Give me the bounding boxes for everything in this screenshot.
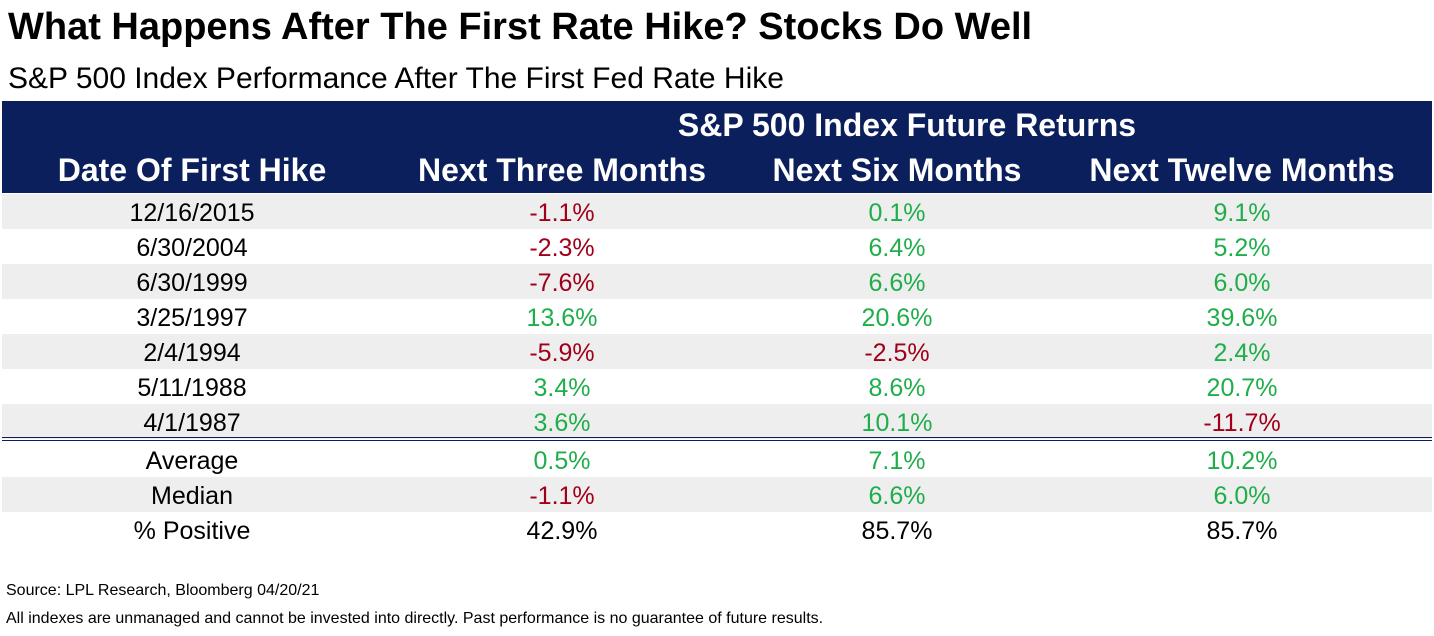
twelve-month-cell: 85.7% <box>1206 517 1278 545</box>
table-row: 2/4/1994 -5.9% -2.5% 2.4% <box>2 334 1432 369</box>
summary-separator-bottom <box>2 440 1432 441</box>
three-month-cell: 3.4% <box>533 374 591 402</box>
three-month-cell: -1.1% <box>529 482 595 510</box>
six-month-cell: 6.6% <box>868 482 926 510</box>
column-header-three-months: Next Three Months <box>417 152 707 188</box>
source-note: Source: LPL Research, Bloomberg 04/20/21 <box>6 582 320 599</box>
six-month-cell: -2.5% <box>864 339 930 367</box>
data-rows: 12/16/2015 -1.1% 0.1% 9.1% 6/30/2004 -2.3% 6.4… <box>2 194 1432 439</box>
table-row: 5/11/1988 3.4% 8.6% 20.7% <box>2 369 1432 404</box>
date-cell: 12/16/2015 <box>129 199 255 227</box>
twelve-month-cell: 5.2% <box>1213 234 1271 262</box>
six-month-cell: 6.6% <box>868 269 926 297</box>
table-row: 3/25/1997 13.6% 20.6% 39.6% <box>2 299 1432 334</box>
table-header: S&P 500 Index Future Returns Date Of Fir… <box>2 101 1432 193</box>
six-month-cell: 85.7% <box>861 517 933 545</box>
three-month-cell: 13.6% <box>526 304 598 332</box>
three-month-cell: 42.9% <box>526 517 598 545</box>
twelve-month-cell: -11.7% <box>1203 409 1281 437</box>
date-cell: 2/4/1994 <box>143 339 241 367</box>
twelve-month-cell: 10.2% <box>1206 447 1278 475</box>
six-month-cell: 0.1% <box>868 199 926 227</box>
date-cell: Median <box>151 482 233 510</box>
column-header-twelve-months: Next Twelve Months <box>1089 152 1395 188</box>
date-cell: 6/30/1999 <box>136 269 248 297</box>
twelve-month-cell: 2.4% <box>1213 339 1271 367</box>
summary-row: % Positive 42.9% 85.7% 85.7% <box>2 512 1432 547</box>
page-title: What Happens After The First Rate Hike? … <box>8 6 1033 48</box>
date-cell: Average <box>145 447 239 475</box>
three-month-cell: -5.9% <box>529 339 595 367</box>
date-cell: 5/11/1988 <box>137 374 247 402</box>
twelve-month-cell: 20.7% <box>1206 374 1278 402</box>
table-row: 4/1/1987 3.6% 10.1% -11.7% <box>2 404 1432 439</box>
summary-separator-top <box>2 437 1432 438</box>
date-cell: 6/30/2004 <box>136 234 248 262</box>
twelve-month-cell: 9.1% <box>1213 199 1271 227</box>
column-header-six-months: Next Six Months <box>772 152 1022 188</box>
three-month-cell: 0.5% <box>533 447 591 475</box>
date-cell: % Positive <box>133 517 251 545</box>
three-month-cell: -1.1% <box>529 199 595 227</box>
six-month-cell: 10.1% <box>861 409 933 437</box>
table-row: 6/30/1999 -7.6% 6.6% 6.0% <box>2 264 1432 299</box>
six-month-cell: 20.6% <box>861 304 933 332</box>
twelve-month-cell: 39.6% <box>1206 304 1278 332</box>
three-month-cell: -2.3% <box>529 234 595 262</box>
group-header: S&P 500 Index Future Returns <box>677 107 1137 143</box>
three-month-cell: 3.6% <box>533 409 591 437</box>
table-row: 12/16/2015 -1.1% 0.1% 9.1% <box>2 194 1432 229</box>
summary-row: Median -1.1% 6.6% 6.0% <box>2 477 1432 512</box>
six-month-cell: 6.4% <box>868 234 926 262</box>
table-row: 6/30/2004 -2.3% 6.4% 5.2% <box>2 229 1432 264</box>
summary-rows: Average 0.5% 7.1% 10.2% Median -1.1% 6.6% 6.0%%… <box>2 442 1432 547</box>
summary-row: Average 0.5% 7.1% 10.2% <box>2 442 1432 477</box>
page-subtitle: S&P 500 Index Performance After The Firs… <box>8 62 784 95</box>
three-month-cell: -7.6% <box>529 269 595 297</box>
six-month-cell: 7.1% <box>868 447 926 475</box>
twelve-month-cell: 6.0% <box>1213 269 1271 297</box>
disclaimer-note: All indexes are unmanaged and cannot be … <box>6 610 824 627</box>
six-month-cell: 8.6% <box>868 374 926 402</box>
column-header-date: Date Of First Hike <box>57 152 327 188</box>
date-cell: 3/25/1997 <box>136 304 248 332</box>
twelve-month-cell: 6.0% <box>1213 482 1271 510</box>
date-cell: 4/1/1987 <box>143 409 241 437</box>
